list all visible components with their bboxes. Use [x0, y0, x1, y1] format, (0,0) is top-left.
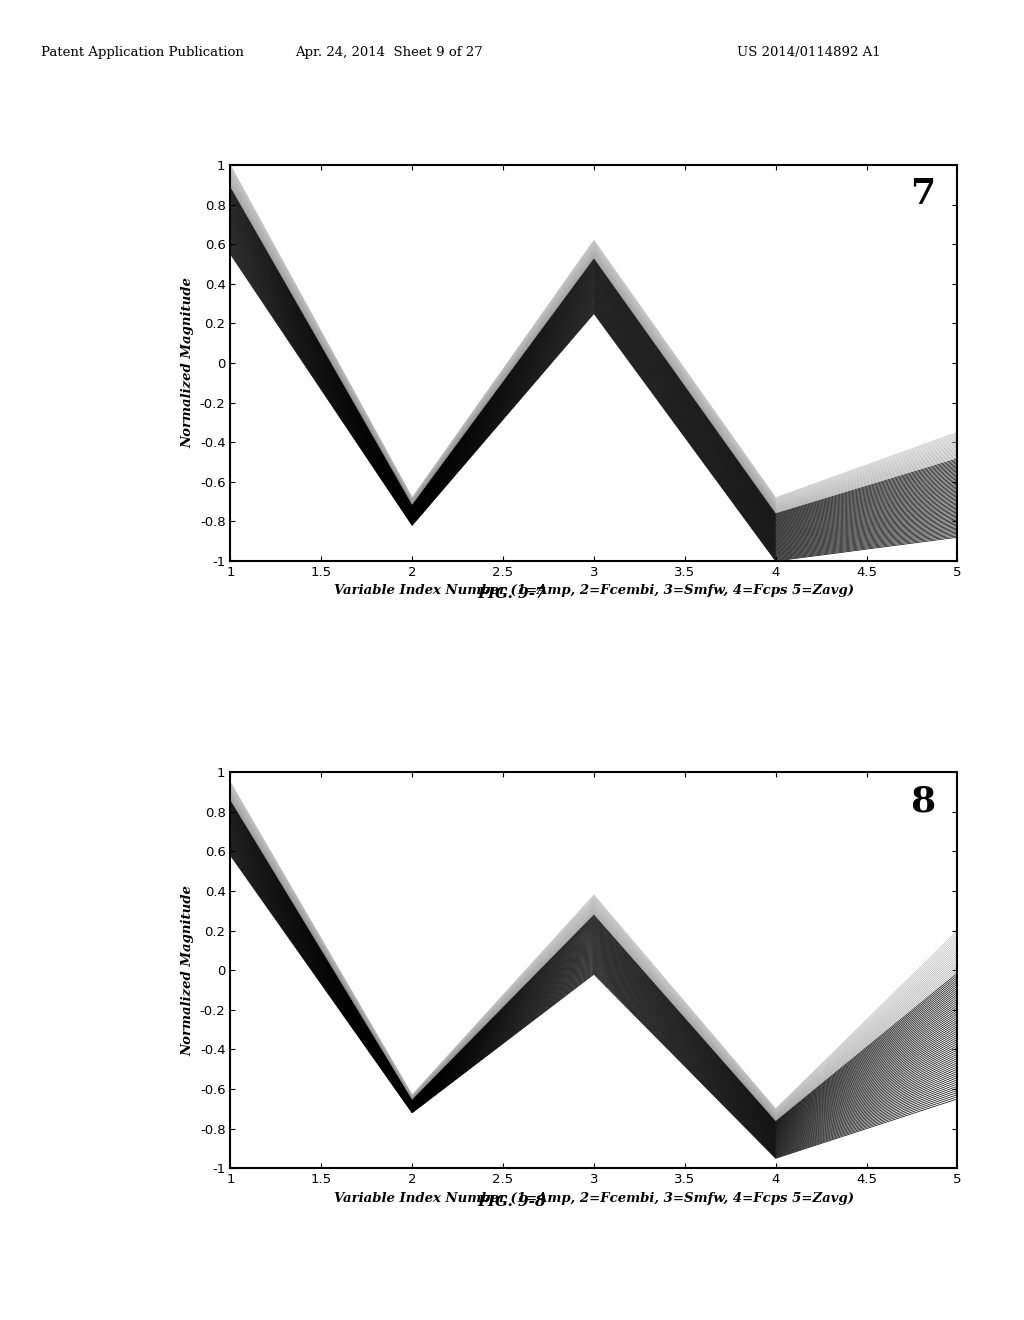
Text: US 2014/0114892 A1: US 2014/0114892 A1	[737, 46, 881, 59]
X-axis label: Variable Index Number (1=Amp, 2=Fcembi, 3=Smfw, 4=Fcps 5=Zavg): Variable Index Number (1=Amp, 2=Fcembi, …	[334, 585, 854, 598]
Text: 8: 8	[910, 784, 936, 818]
Text: Patent Application Publication: Patent Application Publication	[41, 46, 244, 59]
Text: FIG. 9-8: FIG. 9-8	[477, 1195, 547, 1209]
Text: 7: 7	[910, 177, 936, 211]
Text: FIG. 9-7: FIG. 9-7	[477, 587, 547, 602]
Text: Apr. 24, 2014  Sheet 9 of 27: Apr. 24, 2014 Sheet 9 of 27	[295, 46, 483, 59]
X-axis label: Variable Index Number (1=Amp, 2=Fcembi, 3=Smfw, 4=Fcps 5=Zavg): Variable Index Number (1=Amp, 2=Fcembi, …	[334, 1192, 854, 1205]
Y-axis label: Normalized Magnitude: Normalized Magnitude	[181, 277, 195, 449]
Y-axis label: Normalized Magnitude: Normalized Magnitude	[181, 884, 195, 1056]
